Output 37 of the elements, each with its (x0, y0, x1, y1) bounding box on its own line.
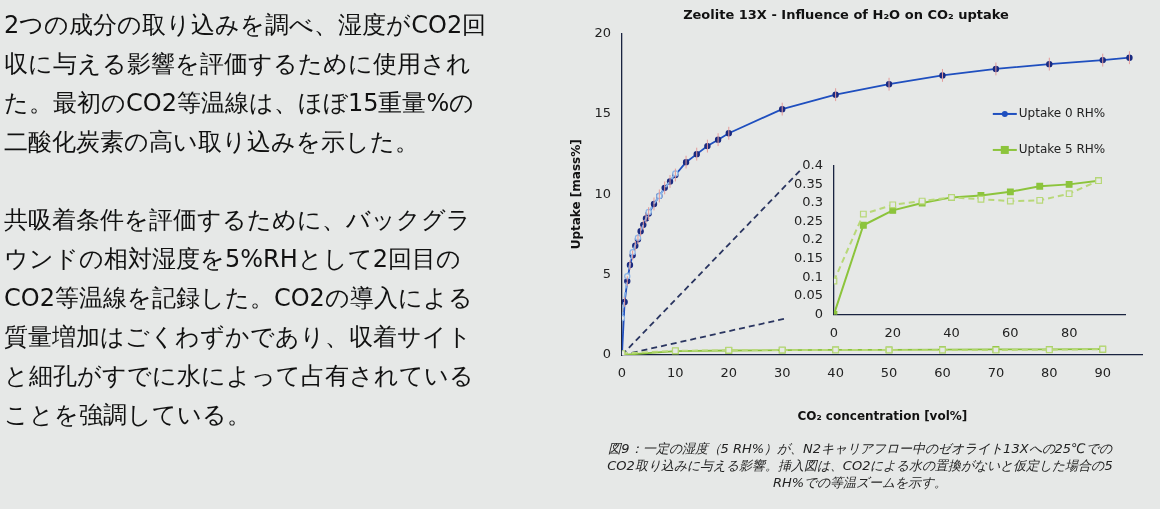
y-tick-label: 0.1 (802, 268, 823, 284)
text: 共吸着条件を評価するために、バックグラウンドの相対湿度を5%RHとして2回目のCO2等温線を記録した。CO2の導入による質量増加はごくわずかであり、収着サイトと細孔がすでに水によって占有されていることを強調している。 (4, 205, 475, 431)
y-tick-label: 20 (594, 24, 611, 40)
y-tick-label: 0 (602, 346, 611, 362)
x-tick-label: 60 (1002, 324, 1019, 340)
x-tick-label: 30 (773, 365, 791, 381)
y-tick-label: 0 (814, 305, 823, 321)
x-tick-label: 80 (1060, 324, 1078, 340)
x-tick-label: 20 (884, 324, 902, 340)
y-tick-label: 0.2 (802, 231, 823, 247)
y-tick-label: 0.35 (793, 175, 823, 191)
x-tick-label: 60 (934, 365, 951, 381)
y-axis-title: Uptake [mass%] (569, 139, 584, 250)
chart-title: Zeolite 13X - Influence of H₂O on CO₂ uptake (683, 7, 1010, 23)
y-tick-label: 0.25 (793, 212, 823, 228)
legend-label: Uptake 5 RH% (1018, 142, 1106, 157)
y-tick-label: 0.15 (793, 250, 823, 266)
x-tick-label: 50 (880, 365, 898, 381)
y-tick-label: 0.3 (802, 194, 823, 210)
x-tick-label: 10 (667, 365, 684, 381)
x-tick-label: 90 (1094, 365, 1112, 381)
y-tick-label: 15 (594, 105, 611, 121)
x-tick-label: 0 (829, 324, 839, 340)
x-tick-label: 80 (1041, 365, 1058, 381)
x-tick-label: 0 (617, 365, 627, 381)
caption: 図9：一定の湿度（5 RH%）が、N2キャリアフロー中のゼオライト13Xへの25℃でのCO2取り込みに与える影響。挿入図は、CO2による水の置換がないと仮定した場合の5 RH%での等温ズームを示す。 (606, 440, 1114, 491)
y-tick-label: 0.4 (802, 157, 823, 173)
x-tick-label: 70 (987, 365, 1005, 381)
y-tick-label: 5 (602, 266, 611, 282)
x-tick-label: 40 (943, 324, 960, 340)
y-tick-label: 10 (594, 185, 611, 201)
x-tick-label: 40 (827, 365, 844, 381)
x-axis-title: CO₂ concentration [vol%] (797, 408, 968, 423)
x-tick-label: 20 (720, 365, 738, 381)
y-tick-label: 0.05 (793, 287, 823, 303)
text: 2つの成分の取り込みを調べ、湿度がCO2回収に与える影響を評価するために使用された。最初のCO2等温線は、ほぼ15重量%の二酸化炭素の高い取り込みを示した。 (4, 10, 488, 158)
legend-label: Uptake 0 RH% (1018, 106, 1106, 121)
